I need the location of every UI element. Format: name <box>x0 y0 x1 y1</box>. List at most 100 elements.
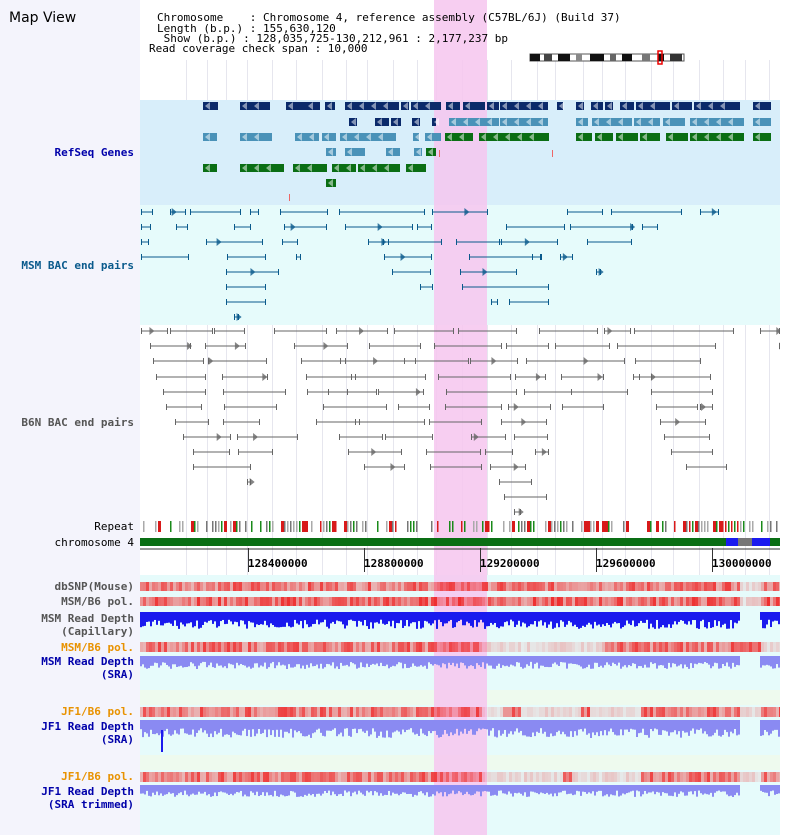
track-label-msm-b6-pol-2[interactable]: MSM/B6 pol. <box>61 641 134 654</box>
track-label-repeat[interactable]: Repeat <box>94 520 134 533</box>
depth-bar <box>254 720 256 737</box>
heat-cell <box>395 707 398 717</box>
heat-cell <box>257 582 260 591</box>
depth-bar <box>412 785 414 797</box>
heat-cell <box>479 707 482 717</box>
depth-bar <box>396 656 398 665</box>
track-label-dbsnp[interactable]: dbSNP(Mouse) <box>54 580 134 593</box>
depth-bar <box>674 785 676 793</box>
heat-cell <box>575 707 578 717</box>
depth-bar <box>140 720 142 730</box>
heat-cell <box>332 597 335 606</box>
ideogram-band <box>670 54 682 61</box>
heat-cell <box>542 772 545 782</box>
depth-bar <box>450 785 452 794</box>
heat-cell <box>446 772 449 782</box>
depth-bar <box>372 720 374 729</box>
depth-bar <box>212 720 214 738</box>
track-label-msm-depth-sra[interactable]: MSM Read Depth <box>41 655 134 668</box>
bac-end <box>382 434 383 440</box>
depth-bar <box>534 656 536 664</box>
heat-cell <box>512 582 515 591</box>
depth-bar <box>386 720 388 731</box>
depth-bar <box>470 656 472 666</box>
track-label-jf1-depth-trimmed[interactable]: JF1 Read Depth <box>41 785 134 798</box>
heat-cell <box>341 582 344 591</box>
depth-bar <box>558 785 560 793</box>
heat-cell <box>611 597 614 606</box>
depth-bar <box>504 720 506 730</box>
depth-bar <box>548 656 550 668</box>
heat-cell <box>251 597 254 606</box>
heat-cell <box>392 597 395 606</box>
track-label-jf1-b6-pol-2[interactable]: JF1/B6 pol. <box>61 770 134 783</box>
axis-tick <box>364 548 365 572</box>
heat-cell <box>563 707 566 717</box>
depth-bar <box>480 720 482 730</box>
heat-cell <box>422 642 425 652</box>
depth-bar <box>606 785 608 795</box>
depth-bar <box>162 785 164 796</box>
heat-cell <box>365 582 368 591</box>
heat-cell <box>662 772 665 782</box>
heat-cell <box>677 642 680 652</box>
depth-bar <box>166 785 168 795</box>
depth-bar <box>182 656 184 668</box>
depth-bar <box>612 785 614 796</box>
heat-cell <box>722 772 725 782</box>
heat-cell <box>485 772 488 782</box>
depth-bar <box>170 656 172 669</box>
track-label-jf1-b6-pol[interactable]: JF1/B6 pol. <box>61 705 134 718</box>
gene-strand-arrow <box>416 148 421 156</box>
bac-end <box>417 224 418 230</box>
heat-cell <box>338 597 341 606</box>
depth-bar <box>628 656 630 666</box>
bac-end <box>163 389 164 395</box>
depth-bar <box>460 656 462 663</box>
heat-cell <box>185 642 188 652</box>
track-label-msm-b6-pol[interactable]: MSM/B6 pol. <box>61 595 134 608</box>
bac-end <box>681 209 682 215</box>
heat-cell <box>779 642 780 652</box>
heat-cell <box>407 582 410 591</box>
heat-cell <box>185 582 188 591</box>
depth-bar <box>280 656 282 666</box>
depth-bar <box>398 656 400 663</box>
heat-cell <box>170 597 173 606</box>
depth-bar <box>266 656 268 669</box>
depth-bar <box>772 612 774 622</box>
repeat-mark <box>650 521 652 532</box>
heat-cell <box>731 772 734 782</box>
depth-bar <box>706 656 708 664</box>
repeat-mark <box>449 521 451 532</box>
depth-bar <box>708 612 710 623</box>
grid-line <box>555 60 556 835</box>
depth-bar <box>290 612 292 628</box>
heat-cell <box>539 707 542 717</box>
heat-cell <box>650 582 653 591</box>
genome-canvas[interactable] <box>140 0 780 835</box>
track-label-b6n-bac[interactable]: B6N BAC end pairs <box>21 416 134 429</box>
track-label-msm-bac[interactable]: MSM BAC end pairs <box>21 259 134 272</box>
depth-bar <box>710 785 712 793</box>
bac-end <box>429 404 430 410</box>
repeat-mark <box>566 521 568 532</box>
track-label-refseq[interactable]: RefSeq Genes <box>54 146 134 159</box>
depth-bar <box>686 785 688 796</box>
bac-end <box>208 419 209 425</box>
bac-end <box>715 343 716 349</box>
heat-cell <box>146 772 149 782</box>
depth-bar <box>576 785 578 791</box>
track-graphics[interactable] <box>140 0 780 835</box>
depth-bar <box>340 612 342 622</box>
depth-bar <box>702 612 704 620</box>
heat-cell <box>311 597 314 606</box>
depth-bar <box>646 785 648 794</box>
depth-bar <box>260 612 262 625</box>
track-label-jf1-depth[interactable]: JF1 Read Depth <box>41 720 134 733</box>
track-label-msm-depth-capillary[interactable]: MSM Read Depth <box>41 612 134 625</box>
gene-block <box>576 133 592 141</box>
bac-end <box>424 419 425 425</box>
depth-bar <box>198 720 200 731</box>
track-label-chromosome[interactable]: chromosome 4 <box>54 536 134 549</box>
